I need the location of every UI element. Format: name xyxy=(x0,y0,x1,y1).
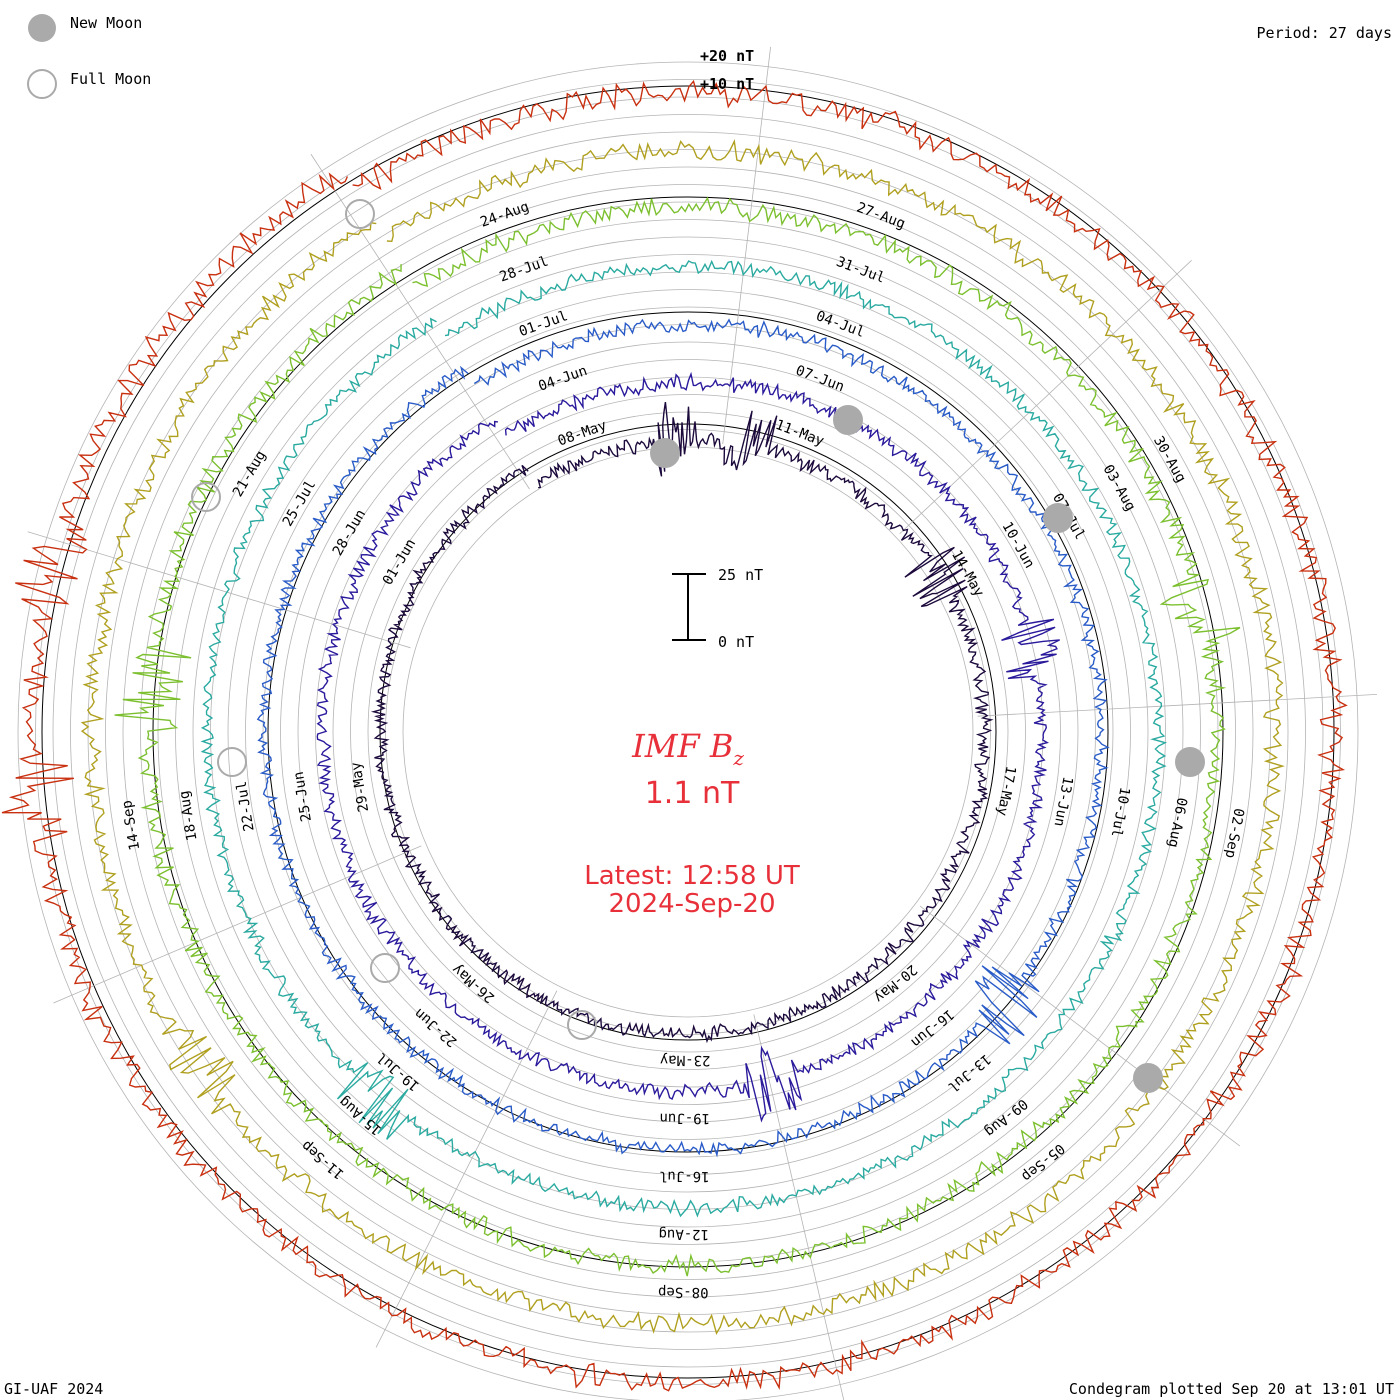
date-tick-label: 08-May xyxy=(556,418,609,450)
date-tick-label: 01-Jul xyxy=(517,308,570,340)
grid-ring xyxy=(175,219,1201,1245)
full-moon-icon xyxy=(27,69,57,99)
scale-bar: 25 nT 0 nT xyxy=(672,566,763,651)
baseline-ring xyxy=(152,196,1224,1268)
moon-markers xyxy=(191,199,1205,1093)
series-trace xyxy=(370,402,994,1044)
footer-credit: GI-UAF 2024 xyxy=(4,1380,103,1398)
grid-ring xyxy=(227,271,1149,1193)
legend-new-moon-label: New Moon xyxy=(70,14,142,32)
date-tick-label: 19-Jun xyxy=(659,1110,710,1126)
grid-ring xyxy=(122,166,1254,1298)
series-trace xyxy=(80,139,1285,1335)
date-tick-label: 22-Jun xyxy=(411,1005,460,1050)
date-tick-label: 18-Aug xyxy=(176,789,200,842)
grid-ring xyxy=(402,446,974,1018)
grid-ring xyxy=(350,394,1026,1070)
series-group xyxy=(1,79,1348,1392)
date-tick-label: 10-Jul xyxy=(1108,786,1133,839)
legend-full-moon-label: Full Moon xyxy=(70,70,151,88)
full-moon-marker xyxy=(345,199,375,229)
date-tick-label: 28-Jul xyxy=(498,254,551,286)
center-readout: IMF Bz 1.1 nT Latest: 12:58 UT 2024-Sep-… xyxy=(584,727,800,919)
grid-ring xyxy=(105,149,1271,1315)
new-moon-marker xyxy=(1133,1063,1163,1093)
new-moon-icon xyxy=(28,14,56,42)
spoke-line xyxy=(310,153,530,490)
scale-bar-top-label: 25 nT xyxy=(718,566,763,584)
date-tick-label: 12-Aug xyxy=(658,1226,709,1242)
full-moon-marker xyxy=(370,953,400,983)
grid-ring xyxy=(157,201,1219,1263)
latest-time: Latest: 12:58 UT xyxy=(584,861,800,891)
date-tick-label: 07-Jun xyxy=(793,363,846,396)
date-tick-label: 28-Jun xyxy=(330,507,369,559)
new-moon-marker xyxy=(650,438,680,468)
current-value: 1.1 nT xyxy=(645,776,740,811)
date-tick-label: 29-May xyxy=(348,761,372,814)
legend: New Moon Full Moon xyxy=(27,14,151,99)
full-moon-marker xyxy=(567,1010,597,1040)
date-tick-label: 13-Jul xyxy=(944,1051,993,1096)
spoke-line xyxy=(27,531,411,649)
new-moon-marker xyxy=(1175,747,1205,777)
spoke-line xyxy=(722,46,771,445)
date-tick-label: 26-May xyxy=(449,961,498,1006)
series-trace xyxy=(1,79,1348,1392)
new-moon-marker xyxy=(833,405,863,435)
date-tick-label: 27-Aug xyxy=(854,200,907,233)
date-tick-label: 08-Sep xyxy=(658,1284,709,1300)
chart-title-subscript: z xyxy=(732,746,744,770)
date-tick-label: 17-May xyxy=(994,765,1019,818)
series-trace xyxy=(114,196,1241,1277)
grid-ring xyxy=(297,341,1079,1123)
latest-date: 2024-Sep-20 xyxy=(608,889,775,919)
spoke-line xyxy=(977,693,1377,717)
new-moon-marker xyxy=(1043,503,1073,533)
baseline-ring xyxy=(267,311,1109,1153)
date-tick-label: 10-Jun xyxy=(999,519,1038,571)
scale-bar-bottom-label: 0 nT xyxy=(718,633,754,651)
spoke-line xyxy=(919,905,1241,1147)
spoke-line xyxy=(753,1014,845,1400)
series-trace xyxy=(200,259,1168,1218)
grid-ring xyxy=(140,184,1236,1280)
scale-label-plus20: +20 nT xyxy=(700,47,754,65)
date-tick-label: 11-Sep xyxy=(299,1137,348,1182)
grid-ring xyxy=(245,289,1131,1175)
date-tick-label: 04-Jul xyxy=(814,308,867,341)
scale-label-plus10: +10 nT xyxy=(700,75,754,93)
date-tick-label: 01-Jun xyxy=(380,536,419,588)
date-tick-label: 23-May xyxy=(660,1052,711,1068)
ring-grid xyxy=(17,46,1377,1400)
chart-title-main: IMF B xyxy=(631,727,733,765)
grid-ring xyxy=(87,131,1289,1333)
baseline-ring xyxy=(41,85,1335,1379)
date-tick-label: 03-Aug xyxy=(1100,462,1139,514)
grid-ring xyxy=(70,114,1306,1350)
date-tick-label: 24-Aug xyxy=(478,199,531,231)
full-moon-marker xyxy=(191,482,221,512)
date-tick-label: 25-Jun xyxy=(291,770,315,823)
chart-title: IMF Bz xyxy=(631,727,744,770)
spoke-line xyxy=(375,990,558,1348)
grid-ring xyxy=(17,61,1359,1400)
date-tick-label: 02-Sep xyxy=(1222,807,1247,860)
grid-ring xyxy=(262,306,1114,1158)
grid-ring xyxy=(35,79,1341,1385)
spoke-line xyxy=(53,845,422,1004)
period-label: Period: 27 days xyxy=(1257,24,1392,42)
date-tick-label: 16-Jul xyxy=(659,1168,710,1184)
date-tick-label: 04-Jun xyxy=(536,363,589,395)
series-trace xyxy=(256,318,1110,1158)
date-tick-label: 06-Aug xyxy=(1165,796,1190,849)
grid-ring xyxy=(52,96,1324,1368)
grid-ring xyxy=(192,236,1184,1228)
footer-plot-time: Condegram plotted Sep 20 at 13:01 UT xyxy=(1069,1380,1394,1398)
full-moon-marker xyxy=(217,747,247,777)
grid-ring xyxy=(315,359,1061,1105)
date-tick-label: 14-Sep xyxy=(119,799,143,852)
